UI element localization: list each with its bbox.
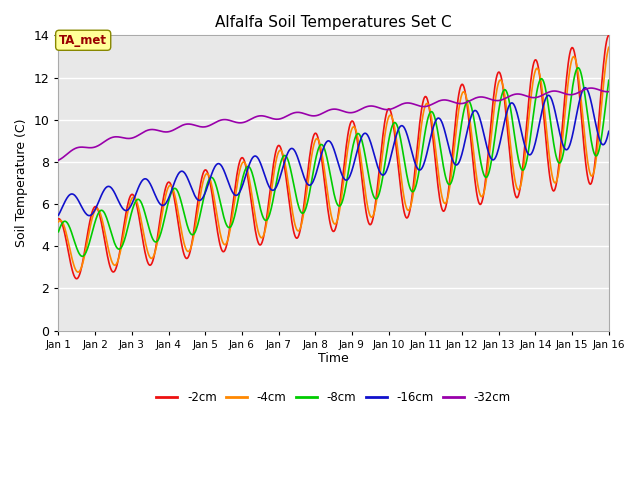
Y-axis label: Soil Temperature (C): Soil Temperature (C) — [15, 119, 28, 247]
Legend: -2cm, -4cm, -8cm, -16cm, -32cm: -2cm, -4cm, -8cm, -16cm, -32cm — [152, 387, 516, 409]
Title: Alfalfa Soil Temperatures Set C: Alfalfa Soil Temperatures Set C — [215, 15, 452, 30]
X-axis label: Time: Time — [318, 352, 349, 365]
Text: TA_met: TA_met — [59, 34, 107, 47]
